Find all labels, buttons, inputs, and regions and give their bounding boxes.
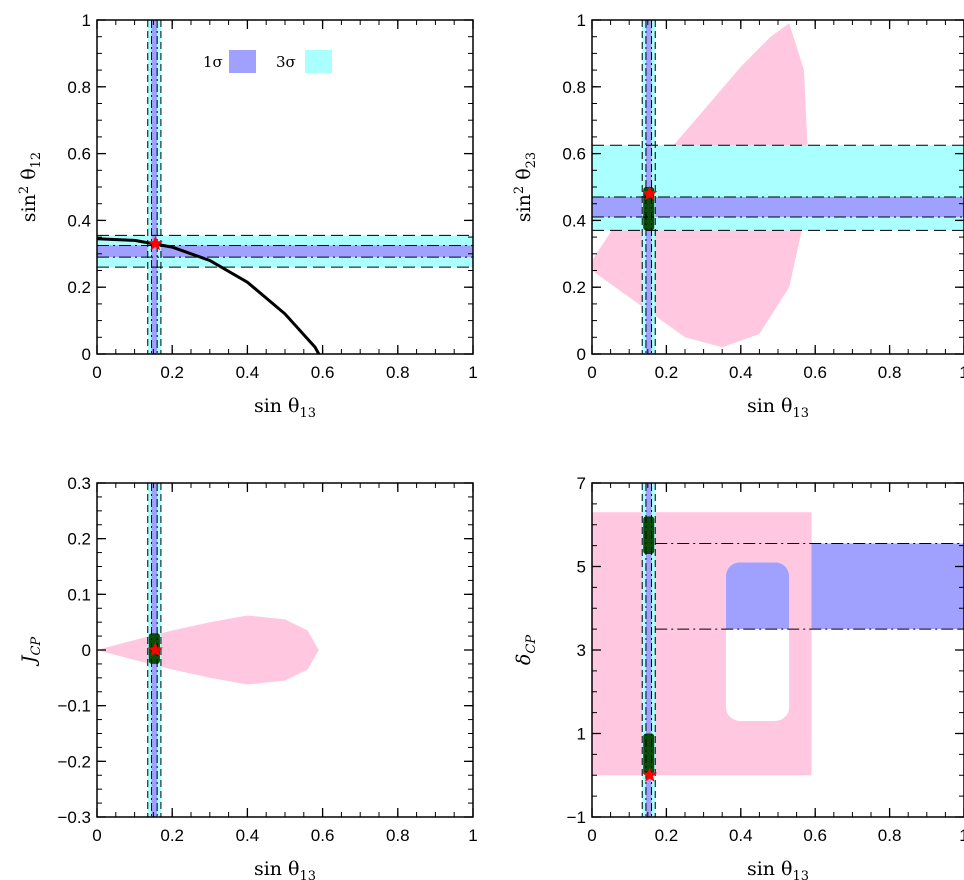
x-axis-title: sin θ13	[254, 395, 316, 421]
y-tick-label: 0.8	[562, 78, 586, 97]
y-tick-label: −0.1	[57, 697, 91, 716]
y-tick-label: 7	[577, 474, 586, 493]
panel-s12_vs_s13: 0 0.2 0.4 0.6 0.8 1 0 0.2 0.4 0.6 0.8 1 sin θ13 sin2 …	[17, 11, 478, 421]
panel-dcp_vs_s13: 0 0.2 0.4 0.6 0.8 1 −1 1 3 5 7 sin θ13 δCP	[513, 474, 964, 880]
y-tick-label: 1	[577, 11, 586, 30]
y-tick-label: 0.2	[562, 278, 586, 297]
x-tick-label: 1	[959, 826, 964, 845]
x-tick-label: 0.6	[311, 826, 335, 845]
x-tick-label: 0	[92, 826, 101, 845]
legend-swatch-1sigma	[229, 50, 256, 73]
plot-area	[592, 20, 964, 354]
x-tick-label: 0.4	[729, 363, 753, 382]
plot-area	[592, 483, 964, 817]
x-axis-title: sin θ13	[747, 858, 809, 880]
relation-curve	[97, 237, 321, 354]
y-tick-label: −0.2	[57, 752, 91, 771]
y-tick-label: 1	[577, 725, 586, 744]
x-1sigma-band	[645, 483, 652, 817]
x-tick-label: 0	[587, 363, 596, 382]
x-tick-label: 1	[468, 363, 477, 382]
y-tick-label: 5	[577, 558, 586, 577]
y-tick-label: 0	[577, 345, 586, 364]
y-axis-title: JCP	[18, 637, 44, 668]
y-tick-label: 0.6	[562, 145, 586, 164]
y-tick-label: 3	[577, 641, 586, 660]
y-axis-title: sin2 θ12	[17, 152, 44, 222]
x-tick-label: 0	[587, 826, 596, 845]
x-tick-label: 0.2	[160, 826, 184, 845]
y-tick-label: 0.6	[67, 145, 91, 164]
y-tick-label: 1	[82, 11, 91, 30]
y-tick-label: 0.4	[562, 211, 586, 230]
y-tick-label: 0.2	[67, 278, 91, 297]
x-tick-label: 0.8	[386, 826, 410, 845]
legend-label-1sigma: 1σ	[203, 53, 223, 71]
best-fit-star	[147, 642, 163, 657]
y-tick-label: 0	[82, 345, 91, 364]
x-axis-title: sin θ13	[254, 858, 316, 880]
allowed-region	[97, 615, 319, 685]
y-tick-label: 0.8	[67, 78, 91, 97]
y-tick-label: 0	[82, 641, 91, 660]
panel-s23_vs_s13: 0 0.2 0.4 0.6 0.8 1 0 0.2 0.4 0.6 0.8 1 sin θ13 sin2 …	[512, 11, 964, 421]
legend-label-3sigma: 3σ	[276, 53, 296, 71]
legend-swatch-3sigma	[305, 50, 332, 73]
y-tick-label: 0.2	[67, 530, 91, 549]
y-1sigma-band	[97, 245, 473, 258]
y-1sigma-band	[811, 543, 964, 630]
x-tick-label: 0.6	[803, 826, 827, 845]
legend: 1σ 3σ	[203, 50, 332, 73]
x-tick-label: 0.6	[311, 363, 335, 382]
plot-area	[97, 483, 319, 817]
fit-points-region	[643, 516, 655, 554]
plot-area	[97, 20, 473, 354]
x-axis-title: sin θ13	[747, 395, 809, 421]
best-fit-star	[147, 235, 163, 251]
y-tick-label: 0.1	[67, 585, 91, 604]
fit-points-region	[643, 733, 655, 776]
hole-1sigma-fill	[725, 562, 790, 630]
x-tick-label: 0.8	[878, 363, 902, 382]
x-tick-label: 0.4	[236, 363, 260, 382]
x-tick-label: 0.2	[655, 363, 679, 382]
panel-jcp_vs_s13: 0 0.2 0.4 0.6 0.8 1 −0.3 −0.2 −0.1 0 0.1 0.2 0.3 sin …	[18, 474, 478, 880]
x-tick-label: 1	[959, 363, 964, 382]
x-tick-label: 0.2	[655, 826, 679, 845]
best-fit-star	[642, 767, 658, 782]
x-tick-label: 0.4	[236, 826, 260, 845]
x-tick-label: 0	[92, 363, 101, 382]
x-tick-label: 0.8	[878, 826, 902, 845]
x-tick-label: 1	[468, 826, 477, 845]
y-tick-label: 0.3	[67, 474, 91, 493]
x-1sigma-band	[151, 20, 158, 354]
y-axis-title: δCP	[513, 635, 539, 665]
y-tick-label: −0.3	[57, 808, 91, 827]
x-tick-label: 0.6	[803, 363, 827, 382]
y-1sigma-band	[592, 197, 964, 218]
y-tick-label: 0.4	[67, 211, 91, 230]
x-tick-label: 0.8	[386, 363, 410, 382]
y-axis-title: sin2 θ23	[512, 152, 539, 222]
x-tick-label: 0.4	[729, 826, 753, 845]
x-tick-label: 0.2	[160, 363, 184, 382]
y-tick-label: −1	[567, 808, 586, 827]
best-fit-star	[642, 185, 658, 201]
